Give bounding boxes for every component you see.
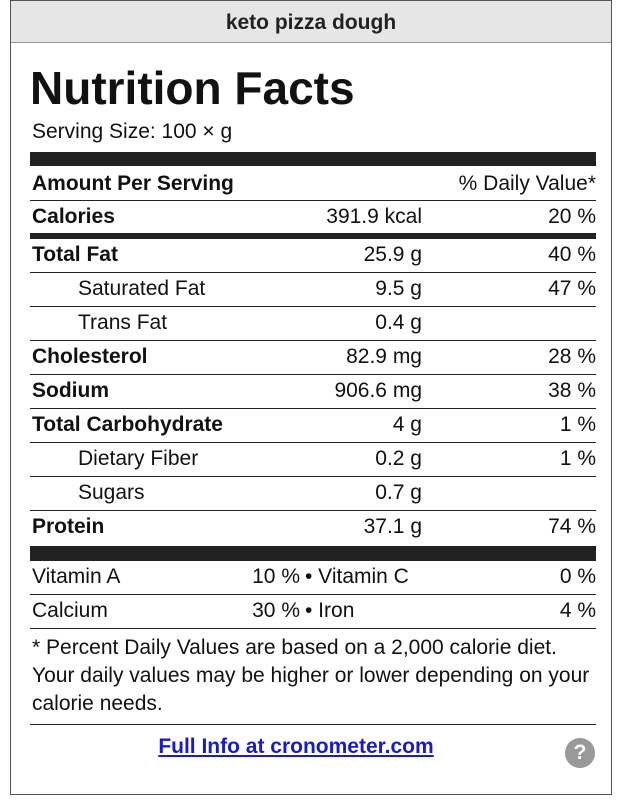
nutrient-dv: 20 % bbox=[548, 205, 596, 228]
nutrient-name: Calories bbox=[32, 205, 115, 228]
header-title: keto pizza dough bbox=[11, 1, 611, 43]
rule bbox=[30, 272, 596, 273]
nutrient-amount: 25.9 g bbox=[363, 243, 422, 266]
nutrient-name: Trans Fat bbox=[78, 311, 168, 334]
vitamin-dv: 0 % bbox=[559, 565, 596, 588]
rule bbox=[30, 510, 596, 511]
rule bbox=[30, 233, 596, 239]
rule bbox=[30, 200, 596, 201]
vitamin-dv: 4 % bbox=[559, 599, 596, 622]
nutrient-dv: 1 % bbox=[559, 447, 596, 470]
nutrient-dv: 74 % bbox=[548, 515, 596, 538]
nutrient-name: Cholesterol bbox=[32, 345, 148, 368]
nutrient-amount: 37.1 g bbox=[363, 515, 422, 538]
rule bbox=[30, 628, 596, 629]
nutrient-amount: 9.5 g bbox=[375, 277, 422, 300]
help-icon[interactable]: ? bbox=[565, 738, 595, 768]
rule bbox=[30, 594, 596, 595]
nutrient-amount: 82.9 mg bbox=[346, 345, 422, 368]
nutrient-dv: 1 % bbox=[559, 413, 596, 436]
rule bbox=[30, 476, 596, 477]
serving-size: Serving Size: 100 × g bbox=[32, 120, 233, 143]
footnote: * Percent Daily Values are based on a 2,… bbox=[32, 636, 590, 715]
nutrient-dv: 38 % bbox=[548, 379, 596, 402]
nutrient-name: Saturated Fat bbox=[78, 277, 206, 300]
vitamin-name: Calcium bbox=[32, 599, 108, 622]
nutrient-name: Protein bbox=[32, 515, 105, 538]
dv-heading: % Daily Value* bbox=[458, 172, 596, 195]
rule bbox=[30, 374, 596, 375]
nutrient-name: Dietary Fiber bbox=[78, 447, 199, 470]
rule bbox=[30, 152, 596, 166]
vitamin-dv: 10 % bbox=[252, 565, 300, 588]
vitamin-dv: 30 % bbox=[252, 599, 300, 622]
label-title: Nutrition Facts bbox=[30, 62, 355, 114]
nutrient-dv: 28 % bbox=[548, 345, 596, 368]
rule bbox=[30, 442, 596, 443]
nutrient-dv: 40 % bbox=[548, 243, 596, 266]
nutrient-name: Total Carbohydrate bbox=[32, 413, 223, 436]
nutrient-amount: 4 g bbox=[392, 413, 422, 436]
rule bbox=[30, 724, 596, 725]
nutrient-amount: 391.9 kcal bbox=[326, 205, 422, 228]
nutrient-name: Sugars bbox=[78, 481, 145, 504]
label-box bbox=[10, 0, 612, 795]
nutrient-dv: 47 % bbox=[548, 277, 596, 300]
rule bbox=[30, 546, 596, 561]
nutrient-amount: 0.4 g bbox=[375, 311, 422, 334]
vitamin-name: • Iron bbox=[305, 599, 355, 622]
nutrient-amount: 0.7 g bbox=[375, 481, 422, 504]
nutrient-name: Sodium bbox=[32, 379, 109, 402]
rule bbox=[30, 340, 596, 341]
vitamin-name: • Vitamin C bbox=[305, 565, 409, 588]
nutrient-amount: 0.2 g bbox=[375, 447, 422, 470]
vitamin-name: Vitamin A bbox=[32, 565, 121, 588]
cronometer-link[interactable]: Full Info at cronometer.com bbox=[158, 735, 434, 758]
rule bbox=[30, 408, 596, 409]
rule bbox=[30, 306, 596, 307]
nutrient-amount: 906.6 mg bbox=[334, 379, 422, 402]
nutrient-name: Total Fat bbox=[32, 243, 118, 266]
amount-heading: Amount Per Serving bbox=[32, 172, 234, 195]
